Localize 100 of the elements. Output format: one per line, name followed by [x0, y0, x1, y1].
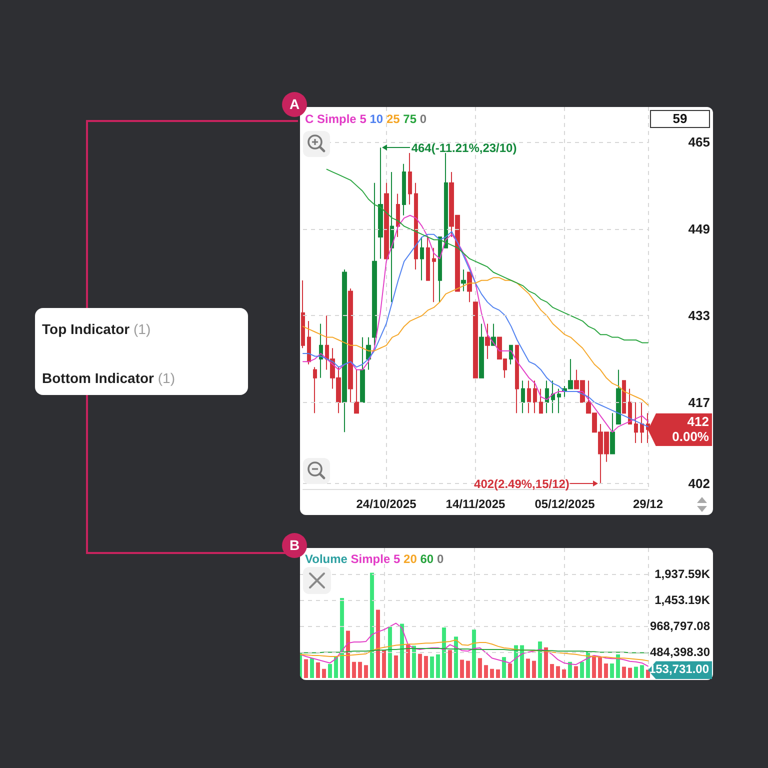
bar — [406, 644, 410, 678]
candlestick — [372, 182, 377, 346]
bar — [622, 666, 626, 678]
bar — [346, 630, 350, 678]
y-tick-label: 433 — [688, 308, 710, 324]
candlestick — [354, 369, 359, 414]
y-tick-label: 484,398.30 — [650, 644, 710, 659]
bar — [538, 641, 542, 678]
candlestick — [467, 272, 472, 303]
candlestick — [307, 320, 311, 365]
y-tick-label: 1,453.19K — [654, 592, 710, 607]
candlestick — [313, 366, 317, 414]
candlestick — [610, 412, 615, 454]
candlestick — [426, 236, 430, 281]
chart-title: Volume — [305, 552, 348, 566]
bar — [472, 630, 476, 678]
text: A — [289, 96, 300, 112]
bar — [544, 647, 548, 678]
bar — [388, 626, 392, 678]
bar — [394, 655, 398, 678]
bar — [310, 658, 314, 678]
bar — [358, 662, 362, 678]
bar — [334, 656, 338, 678]
candlestick — [545, 380, 549, 414]
annotation: 0 — [436, 552, 444, 566]
candlestick — [301, 280, 305, 349]
bar — [580, 662, 584, 678]
candlestick — [438, 236, 442, 303]
bar — [328, 664, 332, 678]
candlestick — [628, 388, 632, 424]
bar — [610, 663, 614, 678]
candlestick — [461, 269, 466, 292]
x-tick-label: 05/12/2025 — [534, 497, 596, 511]
y-tick-label: 1,937.59K — [654, 566, 710, 581]
bar — [382, 650, 386, 678]
line-series — [300, 639, 648, 662]
candlestick — [515, 344, 519, 414]
text: 60 — [420, 552, 434, 566]
bar — [616, 654, 620, 678]
bar — [304, 659, 308, 678]
x-tick-label: 14/11/2025 — [446, 497, 506, 511]
bar — [598, 656, 602, 678]
bar — [436, 654, 440, 678]
text: 59 — [650, 110, 710, 128]
candlestick — [432, 247, 436, 303]
bar — [370, 572, 374, 678]
annotation: 0 — [420, 112, 427, 126]
candlestick — [485, 323, 490, 360]
bar — [442, 628, 446, 678]
bar — [352, 662, 356, 678]
bar — [532, 660, 536, 678]
text: 5 — [360, 112, 366, 126]
bar — [448, 650, 452, 678]
bar — [478, 658, 482, 678]
text: 5 — [394, 552, 400, 566]
y-tick-label: 968,797.08 — [650, 618, 710, 633]
bar — [628, 668, 632, 678]
bar — [640, 665, 644, 678]
candlestick — [521, 380, 525, 414]
candlestick — [348, 288, 353, 403]
candlestick — [444, 152, 448, 248]
bar — [520, 645, 524, 678]
bar — [340, 598, 344, 678]
candlestick — [402, 163, 406, 216]
y-tick-label: 417 — [688, 394, 710, 410]
candlestick — [342, 269, 347, 433]
bar — [424, 656, 428, 678]
candlestick — [408, 152, 412, 206]
bar — [400, 624, 404, 678]
text: B — [289, 537, 300, 553]
candlestick — [622, 380, 626, 414]
bar — [568, 662, 572, 678]
y-tick-label: 465 — [688, 134, 710, 150]
bar — [364, 665, 368, 678]
y-tick-label: 402 — [688, 476, 710, 492]
bar — [550, 664, 554, 678]
candlestick — [509, 344, 513, 365]
bar — [514, 645, 518, 678]
bar — [502, 657, 506, 678]
candlestick — [319, 323, 323, 378]
text: 75 — [403, 112, 416, 126]
bar — [496, 669, 500, 678]
legend-title: C Simple — [305, 112, 356, 126]
annotation: 402(2.49%,15/12) — [474, 476, 570, 492]
bar — [376, 610, 380, 678]
bar — [508, 663, 512, 678]
line-series — [302, 277, 648, 406]
text: 153,731.00 — [648, 661, 712, 680]
bar — [316, 662, 320, 678]
bar — [562, 669, 566, 678]
line-series — [300, 622, 648, 667]
candlestick — [640, 402, 644, 444]
text: Top Indicator (1) — [42, 321, 151, 337]
bar — [592, 655, 596, 678]
candlestick — [473, 302, 478, 378]
text: 20 — [404, 552, 417, 566]
bar — [484, 665, 488, 678]
candlestick — [396, 193, 400, 238]
bar — [634, 666, 638, 678]
candlestick — [557, 388, 561, 414]
